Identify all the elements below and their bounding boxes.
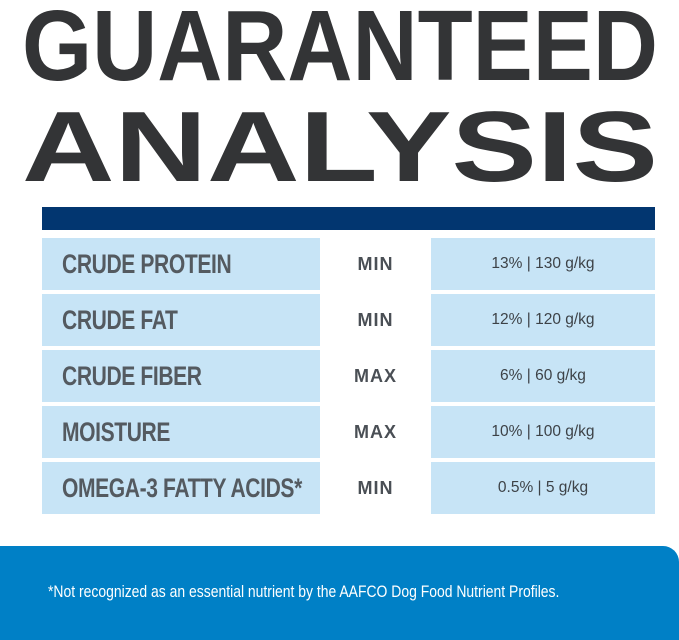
nutrient-name: CRUDE PROTEIN <box>62 249 232 279</box>
footnote-text: *Not recognized as an essential nutrient… <box>48 582 560 601</box>
nutrient-name: OMEGA-3 FATTY ACIDS* <box>62 473 302 503</box>
value-cell: 12% | 120 g/kg <box>431 294 655 346</box>
value-cell: 10% | 100 g/kg <box>431 406 655 458</box>
footnote-banner: *Not recognized as an essential nutrient… <box>0 546 679 640</box>
nutrient-cell: CRUDE FAT <box>42 294 320 346</box>
nutrient-cell: MOISTURE <box>42 406 320 458</box>
nutrient-value: 6% | 60 g/kg <box>500 367 586 384</box>
qualifier: MIN <box>357 478 394 498</box>
table-header-bar <box>42 207 655 230</box>
table-row: CRUDE FAT MIN 12% | 120 g/kg <box>42 294 655 346</box>
table-row: CRUDE FIBER MAX 6% | 60 g/kg <box>42 350 655 402</box>
page-title: GUARANTEED ANALYSIS <box>22 0 658 200</box>
nutrient-value: 0.5% | 5 g/kg <box>497 479 589 496</box>
value-cell: 13% | 130 g/kg <box>431 238 655 290</box>
title-line-1: GUARANTEED <box>22 0 658 102</box>
nutrient-value: 12% | 120 g/kg <box>491 311 595 328</box>
qualifier: MAX <box>354 422 397 442</box>
nutrient-cell: CRUDE PROTEIN <box>42 238 320 290</box>
nutrient-value: 10% | 100 g/kg <box>491 423 595 440</box>
nutrient-cell: CRUDE FIBER <box>42 350 320 402</box>
nutrient-value: 13% | 130 g/kg <box>491 255 595 272</box>
title-line-2: ANALYSIS <box>22 91 658 200</box>
qualifier: MIN <box>357 310 394 330</box>
qualifier: MIN <box>357 254 394 274</box>
table-row: OMEGA-3 FATTY ACIDS* MIN 0.5% | 5 g/kg <box>42 462 655 514</box>
nutrient-cell: OMEGA-3 FATTY ACIDS* <box>42 462 320 514</box>
nutrient-name: MOISTURE <box>62 417 171 447</box>
value-cell: 6% | 60 g/kg <box>431 350 655 402</box>
table-row: MOISTURE MAX 10% | 100 g/kg <box>42 406 655 458</box>
qualifier: MAX <box>354 366 397 386</box>
table-row: CRUDE PROTEIN MIN 13% | 130 g/kg <box>42 238 655 290</box>
value-cell: 0.5% | 5 g/kg <box>431 462 655 514</box>
nutrient-name: CRUDE FIBER <box>62 361 202 391</box>
nutrient-name: CRUDE FAT <box>62 305 178 335</box>
